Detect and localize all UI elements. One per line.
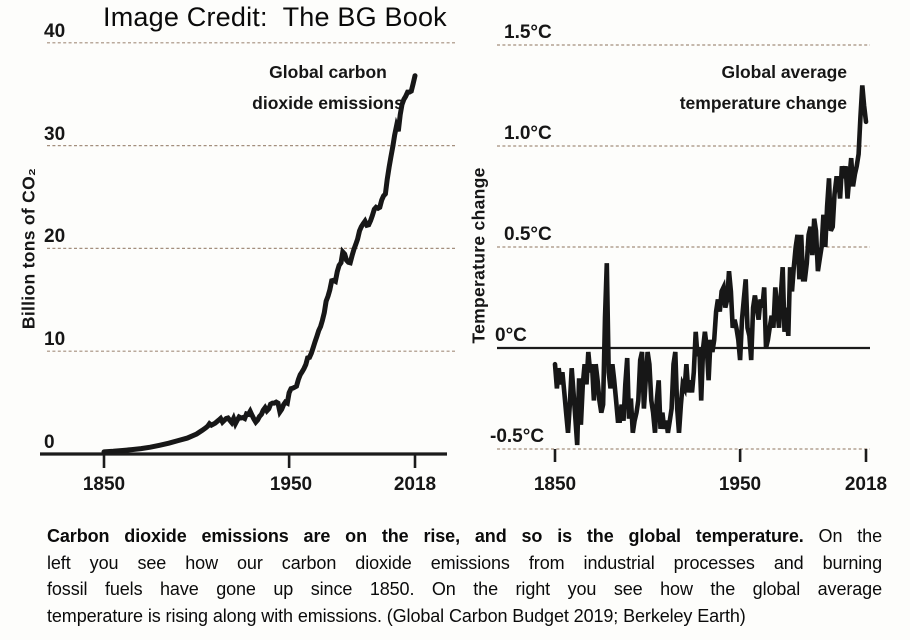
left-ytick-30: 30 xyxy=(44,124,66,145)
left-xtick-1850: 1850 xyxy=(82,474,126,495)
right-chart-title-line2: temperature change xyxy=(679,93,847,113)
left-ytick-20: 20 xyxy=(44,226,66,247)
right-y-axis-label: Temperature change xyxy=(468,167,489,344)
caption-line-1: Carbon dioxide emissions are on the rise… xyxy=(47,523,882,550)
caption-line-1-rest: On the xyxy=(803,526,883,546)
right-ytick-neg-0-5c: -0.5°C xyxy=(490,426,545,447)
image-credit-title: Image Credit: The BG Book xyxy=(103,2,447,32)
left-ytick-40: 40 xyxy=(44,21,66,42)
left-chart-title: Global carbon dioxide emissions xyxy=(228,57,428,119)
charts-canvas xyxy=(40,42,870,468)
right-xtick-1850: 1850 xyxy=(533,474,577,495)
left-chart-title-line2: dioxide emissions xyxy=(252,93,404,113)
right-chart-title-line1: Global average xyxy=(721,62,847,82)
right-xtick-1950: 1950 xyxy=(718,474,762,495)
left-xtick-1950: 1950 xyxy=(269,474,313,495)
figure-caption: Carbon dioxide emissions are on the rise… xyxy=(47,523,882,630)
caption-line-2: left you see how our carbon dioxide emis… xyxy=(47,552,882,573)
caption-line-4: temperature is rising along with emissio… xyxy=(47,606,746,627)
left-xtick-2018: 2018 xyxy=(393,474,437,495)
left-y-axis-label: Billion tons of CO₂ xyxy=(18,167,39,330)
left-ytick-10: 10 xyxy=(44,329,66,350)
right-ytick-1-5c: 1.5°C xyxy=(504,22,552,43)
left-chart-title-line1: Global carbon xyxy=(269,62,387,82)
right-chart-title: Global average temperature change xyxy=(627,57,847,119)
right-xtick-2018: 2018 xyxy=(844,474,888,495)
caption-bold-sentence: Carbon dioxide emissions are on the rise… xyxy=(47,526,804,546)
left-ytick-0: 0 xyxy=(44,432,55,453)
right-ytick-0c: 0°C xyxy=(495,325,527,346)
right-ytick-1-0c: 1.0°C xyxy=(504,123,552,144)
caption-line-3: fossil fuels have gone up since 1850. On… xyxy=(47,579,882,600)
right-ytick-0-5c: 0.5°C xyxy=(504,224,552,245)
